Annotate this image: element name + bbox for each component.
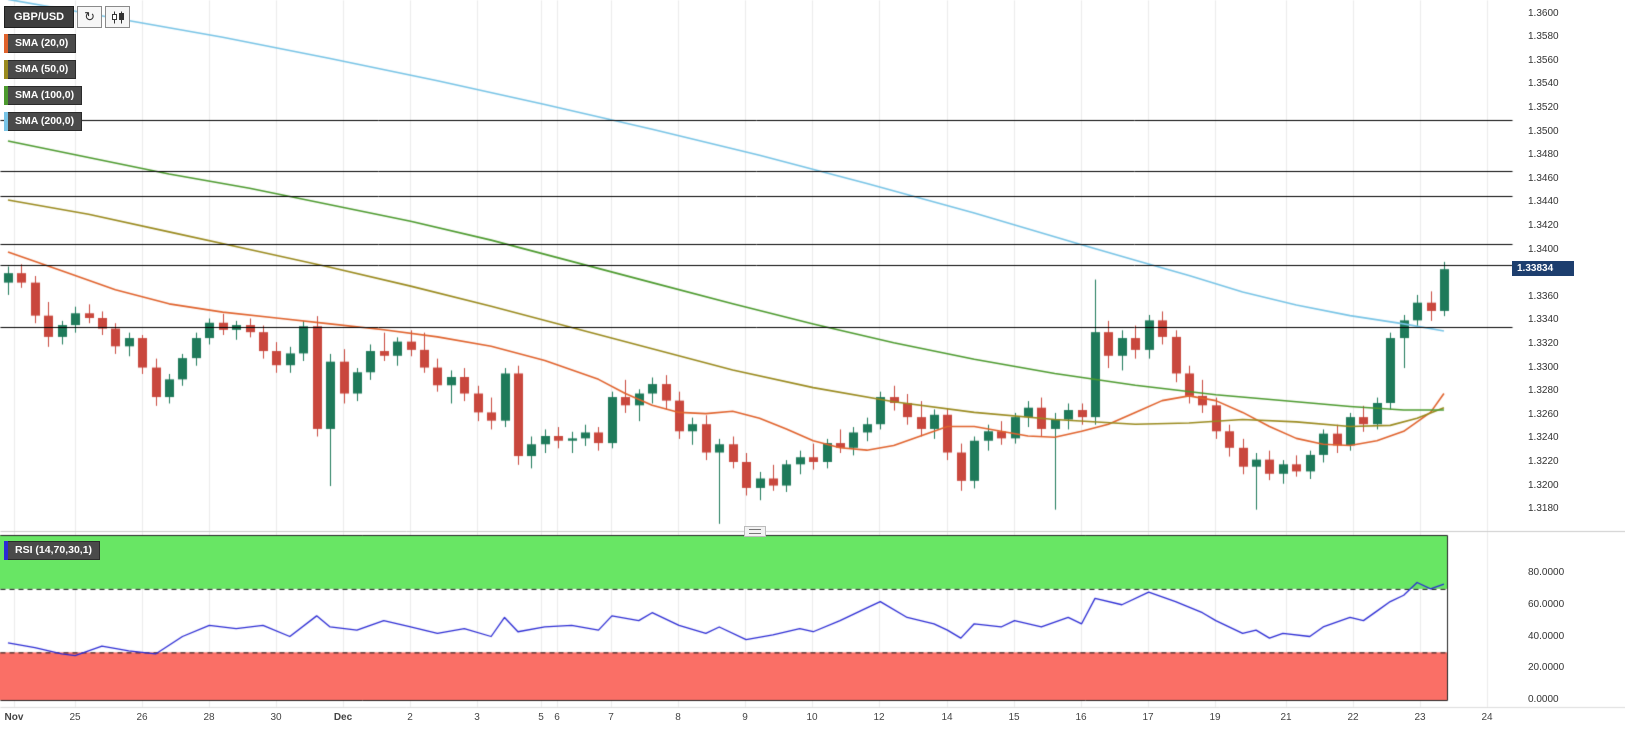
sma100-color-bar	[4, 86, 8, 105]
divider-grip-icon	[749, 532, 761, 534]
candlestick-icon	[111, 11, 124, 23]
sma20-color-bar	[4, 34, 8, 53]
rsi-label: RSI (14,70,30,1)	[8, 541, 101, 560]
refresh-icon: ↻	[84, 9, 96, 24]
sma50-color-bar	[4, 60, 8, 79]
sma100-badge[interactable]: SMA (100,0)	[4, 86, 83, 105]
sma200-color-bar	[4, 112, 8, 131]
divider-grip-icon	[749, 529, 761, 531]
symbol-badge[interactable]: GBP/USD	[4, 6, 75, 28]
sma100-label: SMA (100,0)	[8, 86, 83, 105]
current-price-badge: 1.33834	[1512, 261, 1574, 277]
sma200-badge[interactable]: SMA (200,0)	[4, 112, 83, 131]
rsi-color-bar	[4, 541, 8, 560]
sma200-label: SMA (200,0)	[8, 112, 83, 131]
sma50-badge[interactable]: SMA (50,0)	[4, 60, 77, 79]
sma20-badge[interactable]: SMA (20,0)	[4, 34, 77, 53]
sma20-label: SMA (20,0)	[8, 34, 77, 53]
chart-toolbar: GBP/USD ↻	[4, 6, 131, 28]
rsi-indicator-badge[interactable]: RSI (14,70,30,1)	[4, 541, 101, 560]
refresh-button[interactable]: ↻	[77, 6, 103, 28]
chart-type-button[interactable]	[105, 6, 131, 28]
sma50-label: SMA (50,0)	[8, 60, 77, 79]
indicator-badges: SMA (20,0) SMA (50,0) SMA (100,0) SMA (2…	[4, 34, 83, 131]
panel-divider-handle[interactable]	[744, 526, 766, 537]
